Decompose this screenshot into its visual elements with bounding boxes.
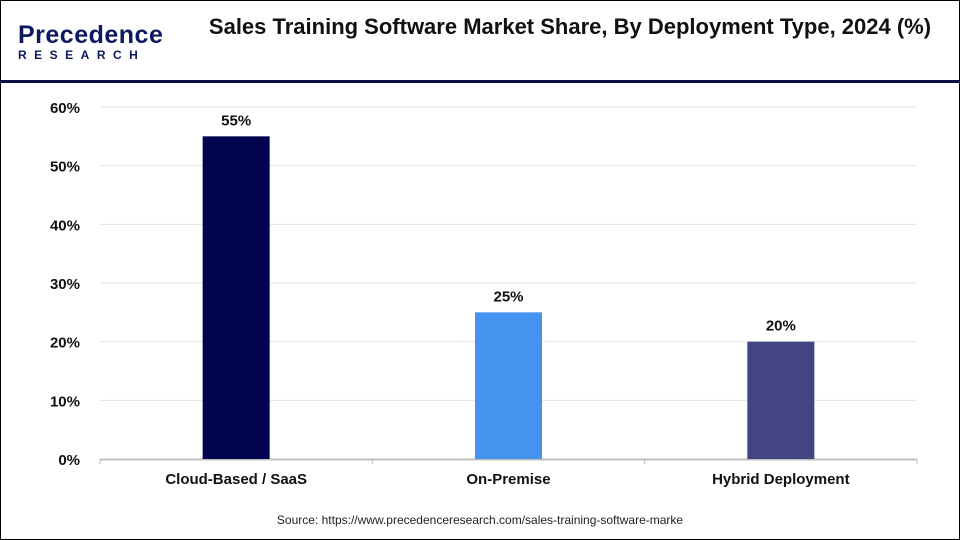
source-note: Source: https://www.precedenceresearch.c… [276, 513, 684, 527]
data-label: 20% [766, 318, 796, 335]
y-tick-label: 0% [58, 452, 80, 469]
chart-title: Sales Training Software Market Share, By… [208, 14, 932, 39]
header: Precedence RESEARCH Sales Training Softw… [0, 0, 960, 83]
data-label: 55% [221, 112, 251, 129]
y-tick-label: 40% [50, 217, 80, 234]
logo-line1: Precedence [18, 21, 164, 49]
y-tick-label: 20% [50, 335, 80, 352]
y-tick-label: 50% [50, 159, 80, 176]
precedence-research-logo: Precedence RESEARCH [18, 22, 163, 62]
data-label: 25% [493, 288, 523, 305]
bar [202, 136, 270, 460]
x-tick-label: Cloud-Based / SaaS [165, 471, 307, 488]
bar [747, 341, 815, 459]
y-tick-label: 30% [50, 276, 80, 293]
x-tick-label: Hybrid Deployment [712, 471, 850, 488]
y-tick-label: 10% [50, 393, 80, 410]
y-tick-label: 60% [50, 100, 80, 117]
logo-line2: RESEARCH [18, 48, 146, 62]
bar [475, 312, 542, 459]
x-tick-label: On-Premise [466, 471, 550, 488]
